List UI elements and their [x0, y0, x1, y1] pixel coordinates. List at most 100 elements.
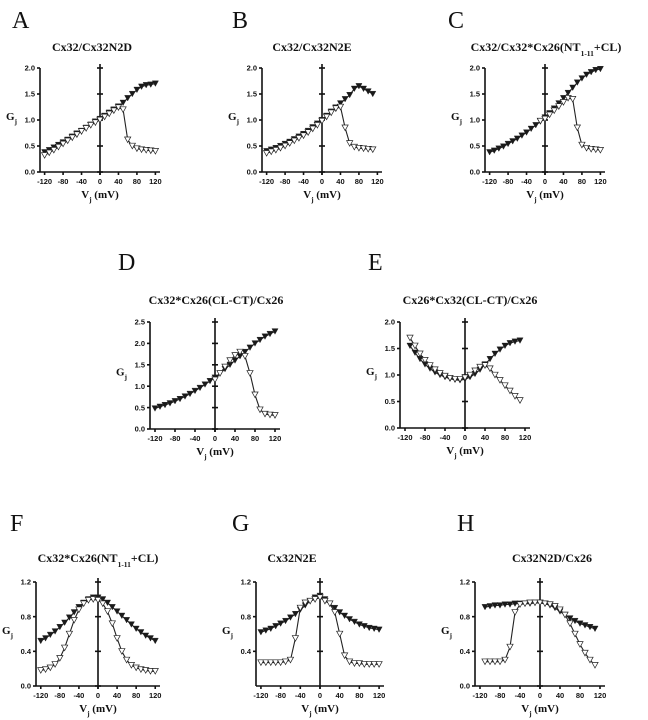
data-point-filled	[370, 625, 378, 633]
x-tick-label: -40	[76, 177, 87, 186]
data-point-filled	[491, 350, 499, 358]
panel-label: D	[118, 250, 135, 276]
data-point-open	[416, 350, 424, 358]
data-point-open	[511, 609, 519, 616]
data-point-open	[476, 363, 484, 371]
data-point-open	[251, 391, 259, 399]
data-point-filled	[137, 629, 145, 636]
data-point-filled	[486, 603, 494, 610]
x-axis-label-sub: j	[453, 452, 456, 460]
data-point-open	[75, 606, 83, 614]
x-tick-label: 0	[543, 177, 547, 186]
chart-title: Cx32*Cx26(NT1-11+CL)	[38, 551, 159, 569]
data-point-filled	[46, 631, 54, 639]
data-point-open	[110, 107, 118, 115]
panel-label: B	[232, 8, 248, 34]
y-tick-label: 0.0	[385, 424, 395, 433]
x-tick-label: 80	[355, 691, 363, 700]
y-tick-label: 0.4	[241, 647, 252, 656]
x-tick-label: -120	[472, 691, 487, 700]
data-point-open	[511, 393, 519, 400]
data-point-filled	[171, 398, 179, 405]
x-axis-label-main: V	[196, 446, 204, 458]
y-tick-label: 2.0	[247, 64, 257, 73]
data-point-open	[118, 648, 126, 655]
data-point-filled	[132, 625, 140, 633]
y-tick-label: 0.5	[385, 397, 395, 406]
data-point-filled	[506, 340, 514, 347]
data-point-filled	[118, 612, 126, 620]
data-point-open	[355, 144, 363, 152]
x-tick-label: -80	[420, 433, 431, 442]
data-point-filled	[138, 83, 145, 90]
fit-line-open	[214, 351, 276, 416]
x-axis-label: Vj (mV)	[521, 703, 559, 718]
data-point-open	[326, 600, 334, 608]
data-point-open	[369, 146, 377, 154]
x-axis-label-unit: (mV)	[314, 189, 342, 201]
data-point-open	[526, 599, 534, 607]
y-axis-label: Gj	[222, 625, 233, 640]
chart-title-text: Cx32N2E	[267, 551, 316, 565]
data-point-filled	[99, 596, 107, 603]
data-point-open	[285, 140, 294, 147]
data-point-filled	[504, 140, 512, 148]
data-point-open	[141, 667, 150, 674]
y-axis-label-main: G	[6, 111, 15, 123]
x-tick-label: -40	[515, 691, 526, 700]
data-point-filled	[490, 147, 498, 154]
x-tick-label: -120	[37, 177, 52, 186]
x-axis-label-unit: (mV)	[92, 189, 120, 201]
data-point-open	[313, 122, 322, 129]
y-tick-label: 1.2	[21, 578, 31, 587]
x-tick-label: -120	[253, 691, 268, 700]
data-point-open	[587, 145, 595, 153]
data-point-open	[536, 117, 545, 125]
chart-title: Cx32/Cx32N2D	[52, 40, 132, 54]
panel-label: C	[448, 8, 464, 34]
data-point-open	[355, 660, 364, 667]
data-point-open	[79, 600, 88, 608]
panel-H: H Cx32N2D/Cx26 0.0 0.4 0.8 1.2 -120 -80 -40 0 40 80…	[441, 511, 606, 718]
x-tick-label: -80	[280, 177, 291, 186]
y-axis-label-sub: j	[124, 374, 127, 382]
x-axis-label-unit: (mV)	[312, 703, 340, 715]
data-point-filled	[151, 80, 159, 87]
x-axis-label: Vj (mV)	[526, 189, 564, 204]
data-point-filled	[262, 627, 270, 634]
y-axis-label: Gj	[2, 625, 13, 640]
panel-B: B Cx32/Cx32N2E 0.0 0.5 1.0 1.5 2.0 -120 -80 -40 0 4…	[228, 8, 384, 204]
data-point-open	[82, 125, 90, 132]
data-point-open	[68, 134, 77, 142]
y-tick-label: 0.0	[247, 168, 257, 177]
chart-title-text: Cx26*Cx32(CL-CT)/Cx26	[403, 293, 538, 307]
data-point-open	[566, 620, 574, 628]
y-tick-label: 0.4	[21, 647, 32, 656]
x-tick-label: -40	[190, 434, 201, 443]
data-point-open	[365, 661, 373, 668]
data-point-filled	[241, 348, 249, 356]
y-tick-label: 1.0	[470, 116, 480, 125]
x-tick-label: -80	[275, 691, 286, 700]
data-point-open	[573, 124, 582, 132]
data-point-open	[561, 611, 569, 619]
y-tick-label: 2.0	[25, 64, 35, 73]
data-point-filled	[256, 336, 264, 344]
data-point-open	[309, 125, 317, 133]
data-point-filled	[282, 618, 289, 625]
x-axis-label-main: V	[526, 189, 534, 201]
data-point-filled	[360, 623, 368, 630]
data-point-open	[231, 352, 239, 359]
y-tick-label: 1.2	[460, 578, 470, 587]
data-point-filled	[560, 95, 567, 102]
data-point-filled	[411, 349, 419, 356]
x-tick-label: 120	[371, 177, 384, 186]
data-point-open	[281, 142, 289, 150]
data-point-filled	[369, 91, 377, 98]
data-point-open	[236, 348, 244, 356]
x-axis-label-main: V	[521, 703, 529, 715]
x-axis-label-main: V	[81, 189, 89, 201]
data-point-filled	[591, 625, 599, 633]
chart-title-text: Cx32*Cx26(NT	[38, 551, 118, 565]
data-point-open	[271, 659, 280, 667]
